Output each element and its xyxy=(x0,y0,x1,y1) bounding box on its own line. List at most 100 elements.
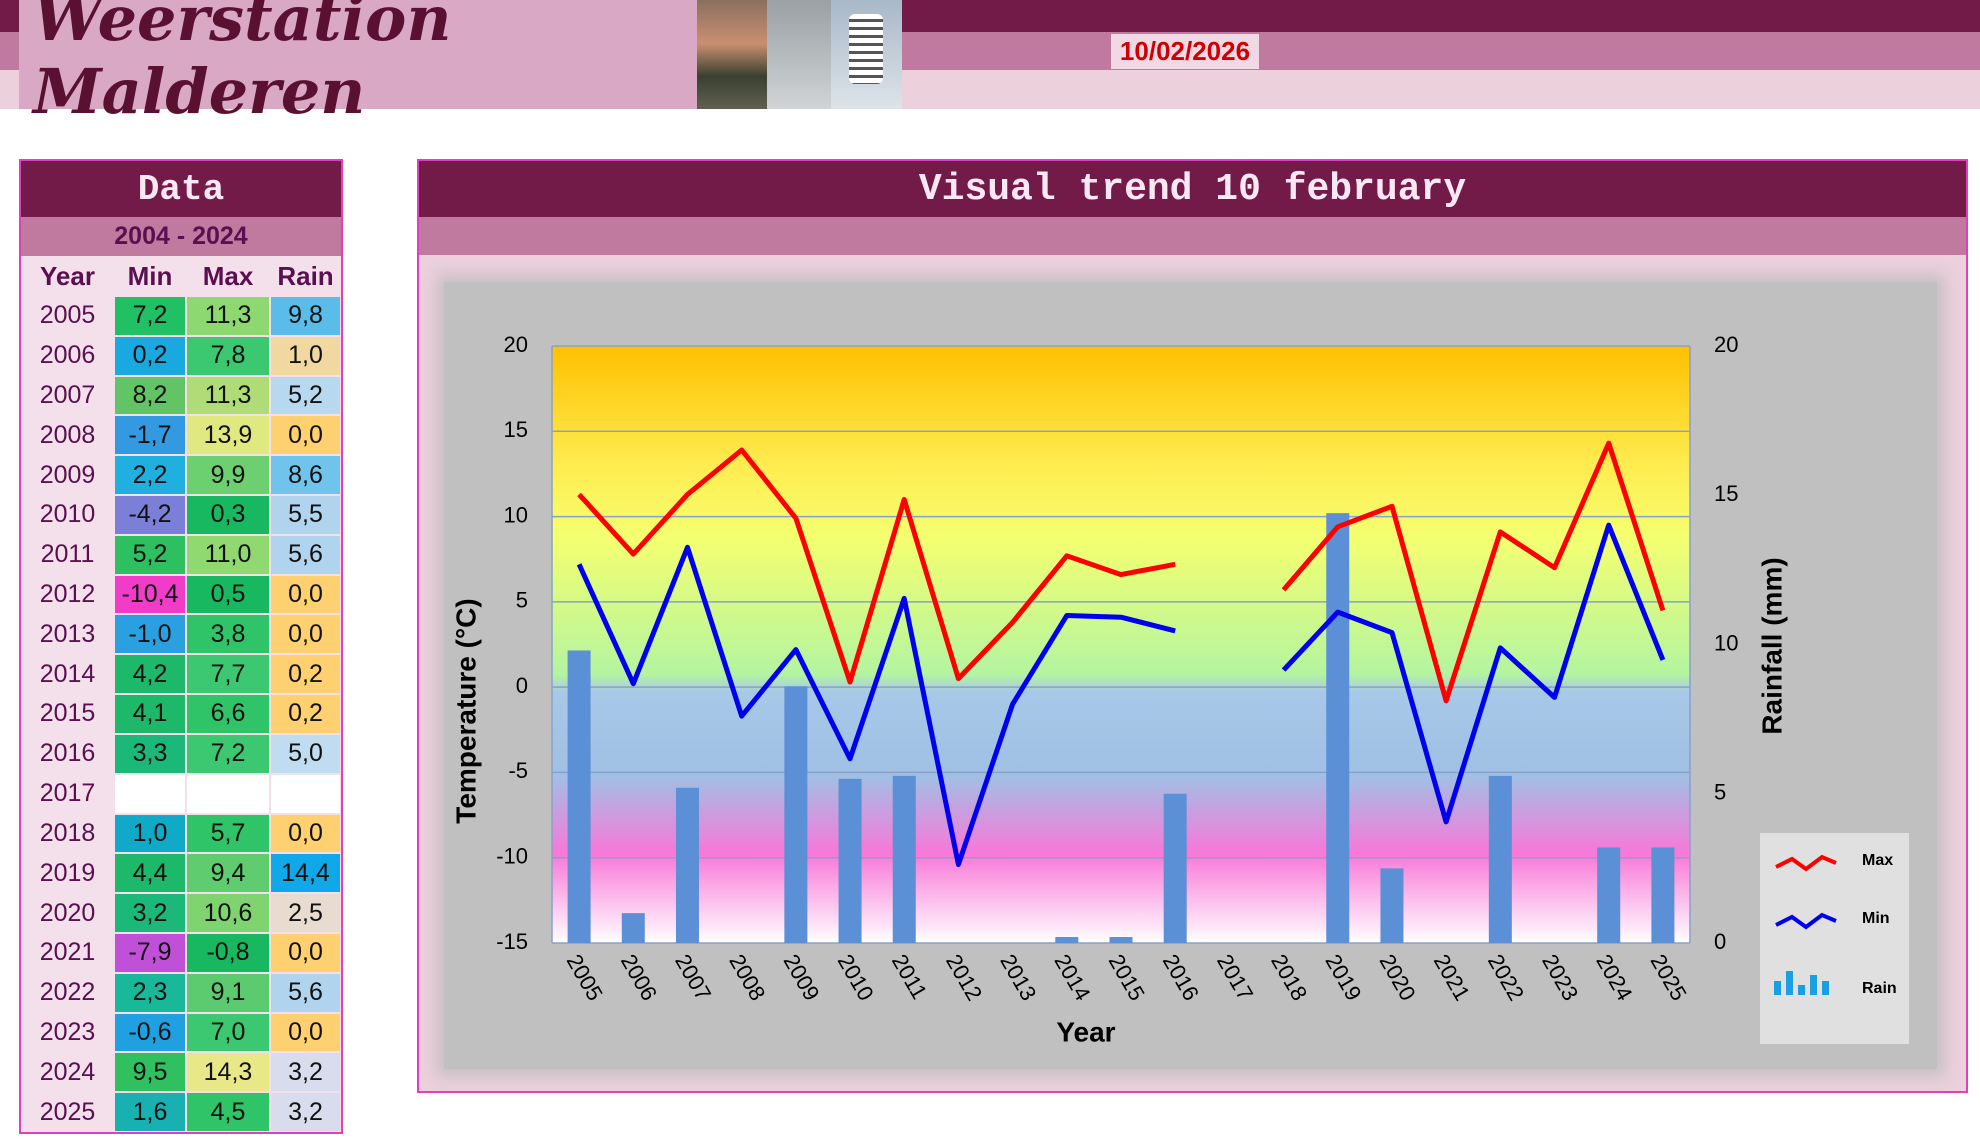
y-tick-label: -5 xyxy=(508,758,528,783)
value-cell: 0,0 xyxy=(270,574,341,615)
value-cell: 4,1 xyxy=(114,694,186,734)
bar xyxy=(567,650,591,943)
x-tick-label: 2015 xyxy=(1104,950,1150,1005)
x-tick-label: 2023 xyxy=(1537,950,1583,1005)
table-title: Data xyxy=(21,161,341,217)
bar xyxy=(1488,775,1512,943)
value-cell xyxy=(270,773,341,814)
value-cell: -1,7 xyxy=(114,415,186,456)
value-cell: 11,0 xyxy=(186,534,270,575)
year-cell: 2023 xyxy=(39,1017,96,1046)
photo xyxy=(831,0,902,109)
bar xyxy=(784,686,808,943)
column-header: Year xyxy=(40,260,95,291)
value-cell: 0,0 xyxy=(270,813,341,854)
x-tick-label: 2022 xyxy=(1483,950,1529,1005)
value-cell: 8,2 xyxy=(114,375,186,416)
site-title: Weerstation Malderen xyxy=(19,0,697,128)
bar xyxy=(1380,868,1404,943)
y-tick-label: -15 xyxy=(496,929,528,954)
x-tick-label: 2019 xyxy=(1320,950,1366,1005)
year-cell: 2009 xyxy=(39,460,96,489)
legend-swatch xyxy=(1775,854,1837,872)
x-tick-label: 2012 xyxy=(941,950,987,1005)
legend-swatch xyxy=(1775,912,1837,930)
legend-label: Min xyxy=(1862,910,1890,927)
x-tick-label: 2021 xyxy=(1429,950,1475,1005)
value-cell: 3,8 xyxy=(186,614,270,655)
y-axis-title: Temperature (°C) xyxy=(450,598,481,823)
year-cell: 2017 xyxy=(39,779,96,808)
y2-axis-title: Rainfall (mm) xyxy=(1756,557,1787,734)
y-tick-label: 0 xyxy=(516,673,528,698)
value-cell: 0,0 xyxy=(270,1012,341,1053)
y2-tick-label: 10 xyxy=(1714,630,1738,655)
value-cell: 9,4 xyxy=(186,853,270,894)
value-cell: 4,2 xyxy=(114,654,186,695)
value-cell: 0,2 xyxy=(114,335,186,376)
x-tick-label: 2007 xyxy=(670,950,716,1005)
value-cell xyxy=(186,773,270,814)
value-cell: 0,3 xyxy=(186,495,270,535)
bar xyxy=(1163,793,1187,943)
year-cell: 2013 xyxy=(39,619,96,648)
x-tick-label: 2005 xyxy=(562,950,608,1005)
value-cell: -0,8 xyxy=(186,932,270,973)
data-table: Data 2004 - 2024 Year Min Max Rain 2005 7,2 11… xyxy=(19,159,343,1134)
year-cell: 2021 xyxy=(39,938,96,967)
y-tick-label: 15 xyxy=(504,417,528,442)
value-cell: 9,8 xyxy=(270,296,341,336)
value-cell: 7,2 xyxy=(114,296,186,336)
y2-tick-label: 15 xyxy=(1714,481,1738,506)
year-cell: 2010 xyxy=(39,500,96,529)
value-cell: -0,6 xyxy=(114,1012,186,1053)
legend-swatch xyxy=(1810,975,1817,995)
photo xyxy=(767,0,831,109)
year-cell: 2015 xyxy=(39,699,96,728)
x-tick-label: 2013 xyxy=(995,950,1041,1005)
photo xyxy=(697,0,767,109)
value-cell: 5,0 xyxy=(270,733,341,774)
value-cell: 3,2 xyxy=(114,893,186,933)
value-cell: 9,9 xyxy=(186,455,270,496)
x-tick-label: 2017 xyxy=(1212,950,1258,1005)
value-cell: 5,7 xyxy=(186,813,270,854)
y-tick-label: 10 xyxy=(504,502,528,527)
value-cell: -4,2 xyxy=(114,495,186,535)
value-cell: 1,6 xyxy=(114,1092,186,1132)
x-tick-label: 2009 xyxy=(778,950,824,1005)
value-cell: 9,5 xyxy=(114,1052,186,1093)
value-cell: 11,3 xyxy=(186,296,270,336)
bar xyxy=(621,913,645,943)
x-tick-label: 2014 xyxy=(1049,950,1095,1005)
bar xyxy=(838,778,862,943)
legend-swatch xyxy=(1822,981,1829,995)
value-cell: 7,7 xyxy=(186,654,270,695)
year-cell: 2019 xyxy=(39,858,96,887)
legend-label: Rain xyxy=(1862,980,1897,997)
value-cell: 7,2 xyxy=(186,733,270,774)
value-cell: 3,2 xyxy=(270,1092,341,1132)
legend-label: Max xyxy=(1862,852,1893,869)
x-tick-label: 2025 xyxy=(1646,950,1692,1005)
value-cell xyxy=(114,773,186,814)
line xyxy=(576,522,1666,867)
value-cell: 4,4 xyxy=(114,853,186,894)
value-cell: 8,6 xyxy=(270,455,341,496)
bar xyxy=(1326,513,1350,943)
year-cell: 2022 xyxy=(39,978,96,1007)
value-cell: 0,5 xyxy=(186,574,270,615)
value-cell: 2,5 xyxy=(270,893,341,933)
table-period: 2004 - 2024 xyxy=(21,217,341,256)
value-cell: 1,0 xyxy=(114,813,186,854)
value-cell: 0,2 xyxy=(270,654,341,695)
value-cell: 5,2 xyxy=(114,534,186,575)
value-cell: 6,6 xyxy=(186,694,270,734)
value-cell: 3,2 xyxy=(270,1052,341,1093)
year-cell: 2012 xyxy=(39,580,96,609)
x-axis-title: Year xyxy=(1056,1016,1115,1047)
value-cell: 0,0 xyxy=(270,614,341,655)
line xyxy=(577,440,1666,704)
chart-title: Visual trend 10 february xyxy=(419,161,1966,217)
